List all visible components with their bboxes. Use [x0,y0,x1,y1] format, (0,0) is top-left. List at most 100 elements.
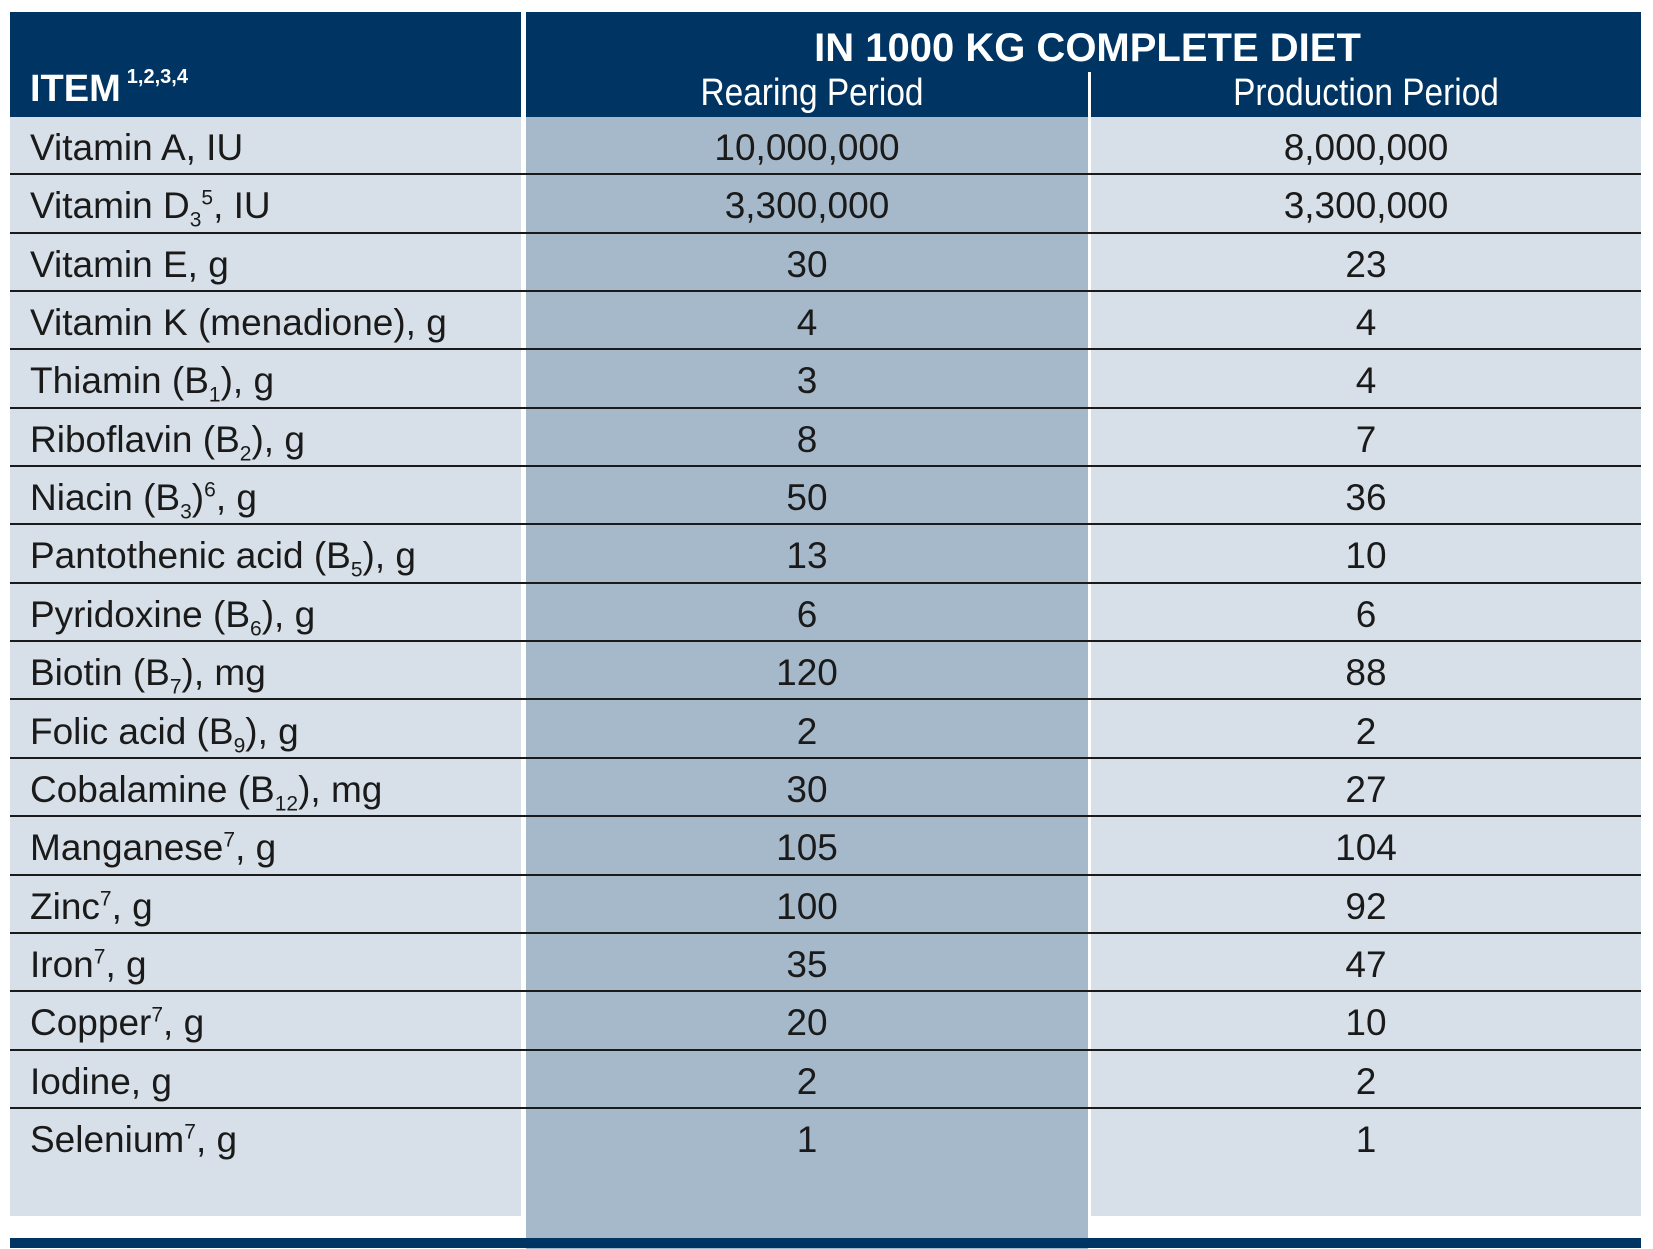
production-value: 8,000,000 [1283,127,1449,168]
row-separator [10,698,1641,701]
row-separator [10,290,1641,293]
item-subscript: 9 [233,733,246,757]
item-name: Niacin (B [30,477,181,519]
production-value: 36 [1345,477,1387,519]
item-cell: Manganese7, g [30,827,276,869]
table-body: Vitamin A, IU 10,000,000 8,000,000 Vitamin … [10,117,1641,1249]
production-value: 2 [1355,1060,1377,1102]
item-unit: ), g [251,418,305,460]
item-footnote: 7 [151,1003,164,1027]
table-row: Vitamin D35, IU 3,300,000 3,300,000 [10,175,1641,234]
item-name: Zinc [30,885,100,927]
rearing-value: 30 [786,768,828,810]
table-row: Iodine, g 2 2 [10,1051,1641,1109]
item-subscript: 3 [180,500,192,524]
item-name: Biotin (B [30,652,170,694]
item-cell: Pantothenic acid (B5), g [30,535,416,582]
table-row: Folic acid (B9), g 2 2 [10,701,1641,759]
item-unit: ), g [220,360,275,402]
table-row: Pantothenic acid (B5), g 13 10 [10,525,1641,584]
item-subscript: 6 [250,617,262,641]
header-divider [521,12,526,117]
item-cell: Vitamin K (menadione), g [30,302,447,344]
table-header: ITEM 1,2,3,4 IN 1000 KG COMPLETE DIET Rea… [10,12,1641,117]
item-unit: ) [191,477,205,519]
table-row: Iron7, g 35 47 [10,934,1641,993]
column-divider [1088,117,1091,1249]
table-row: Selenium7, g 1 1 [10,1109,1641,1167]
item-footnote: 7 [93,945,106,969]
rearing-value: 3 [796,360,818,402]
rearing-value: 6 [796,593,818,635]
table-row: Biotin (B7), mg 120 88 [10,642,1641,701]
item-unit: ), mg [181,652,266,694]
row-separator [10,873,1641,876]
item-cell: Vitamin D35, IU [30,185,271,232]
item-name: Thiamin (B [30,360,209,402]
production-value: 47 [1345,943,1387,985]
rearing-value: 120 [776,652,838,694]
table-row: Manganese7, g 105 104 [10,817,1641,876]
rearing-value: 50 [786,477,828,519]
item-name: Manganese [30,827,224,869]
row-separator [10,406,1641,409]
item-unit: ), g [362,535,417,577]
item-subscript: 2 [239,442,252,466]
table-row: Copper7, g 20 10 [10,992,1641,1051]
item-name: Iron [30,943,94,985]
item-subscript: 7 [169,675,182,699]
item-unit: , g [215,477,257,519]
rearing-value: 1 [796,1118,818,1160]
production-value: 3,300,000 [1283,185,1449,227]
row-separator [10,931,1641,934]
table-bottom-bar [10,1238,1641,1248]
diet-title: IN 1000 KG COMPLETE DIET [814,26,1361,70]
item-unit: , IU [213,185,271,227]
item-unit: ), g [245,710,299,752]
rearing-value: 4 [796,302,818,344]
item-name: Riboflavin (B [30,418,240,460]
row-separator [10,523,1641,526]
column-divider [521,117,526,1249]
table-row: Cobalamine (B12), mg 30 27 [10,759,1641,818]
production-value: 4 [1355,360,1377,402]
item-cell: Vitamin E, g [30,244,229,286]
item-name: Vitamin K (menadione), g [30,302,447,344]
production-value: 1 [1355,1118,1377,1160]
item-cell: Cobalamine (B12), mg [30,769,382,816]
production-value: 104 [1335,827,1397,869]
item-name: Pyridoxine (B [30,593,251,635]
production-value: 27 [1345,768,1387,810]
item-name: Vitamin D [30,185,190,227]
rearing-value: 10,000,000 [714,127,900,168]
rearing-value: 35 [786,943,828,985]
row-separator [10,815,1641,818]
table-row: Vitamin K (menadione), g 4 4 [10,292,1641,351]
item-unit: ), g [261,593,316,635]
item-cell: Riboflavin (B2), g [30,419,305,466]
header-divider [1088,72,1091,117]
item-cell: Folic acid (B9), g [30,711,299,758]
rearing-value: 2 [796,1060,818,1102]
item-unit: ), mg [298,768,383,810]
item-name: Iodine, g [30,1060,172,1102]
item-name: Cobalamine (B [30,768,275,810]
rearing-value: 100 [776,885,838,927]
item-name: Folic acid (B [30,710,234,752]
row-separator [10,1106,1641,1109]
item-footnote: 5 [201,187,214,211]
item-cell: Pyridoxine (B6), g [30,594,315,641]
row-separator [10,231,1641,234]
table-row: Riboflavin (B2), g 8 7 [10,409,1641,468]
row-separator [10,640,1641,643]
production-value: 92 [1345,885,1387,927]
rearing-value: 8 [796,418,818,460]
production-value: 10 [1345,1002,1387,1044]
item-cell: Iodine, g [30,1061,172,1103]
item-name: Copper [30,1002,152,1044]
item-name: Vitamin A, IU [30,127,244,168]
item-footnote: 7 [184,1120,196,1144]
item-footnote: 7 [223,828,236,852]
row-separator [10,756,1641,759]
item-unit: , g [195,1118,238,1160]
